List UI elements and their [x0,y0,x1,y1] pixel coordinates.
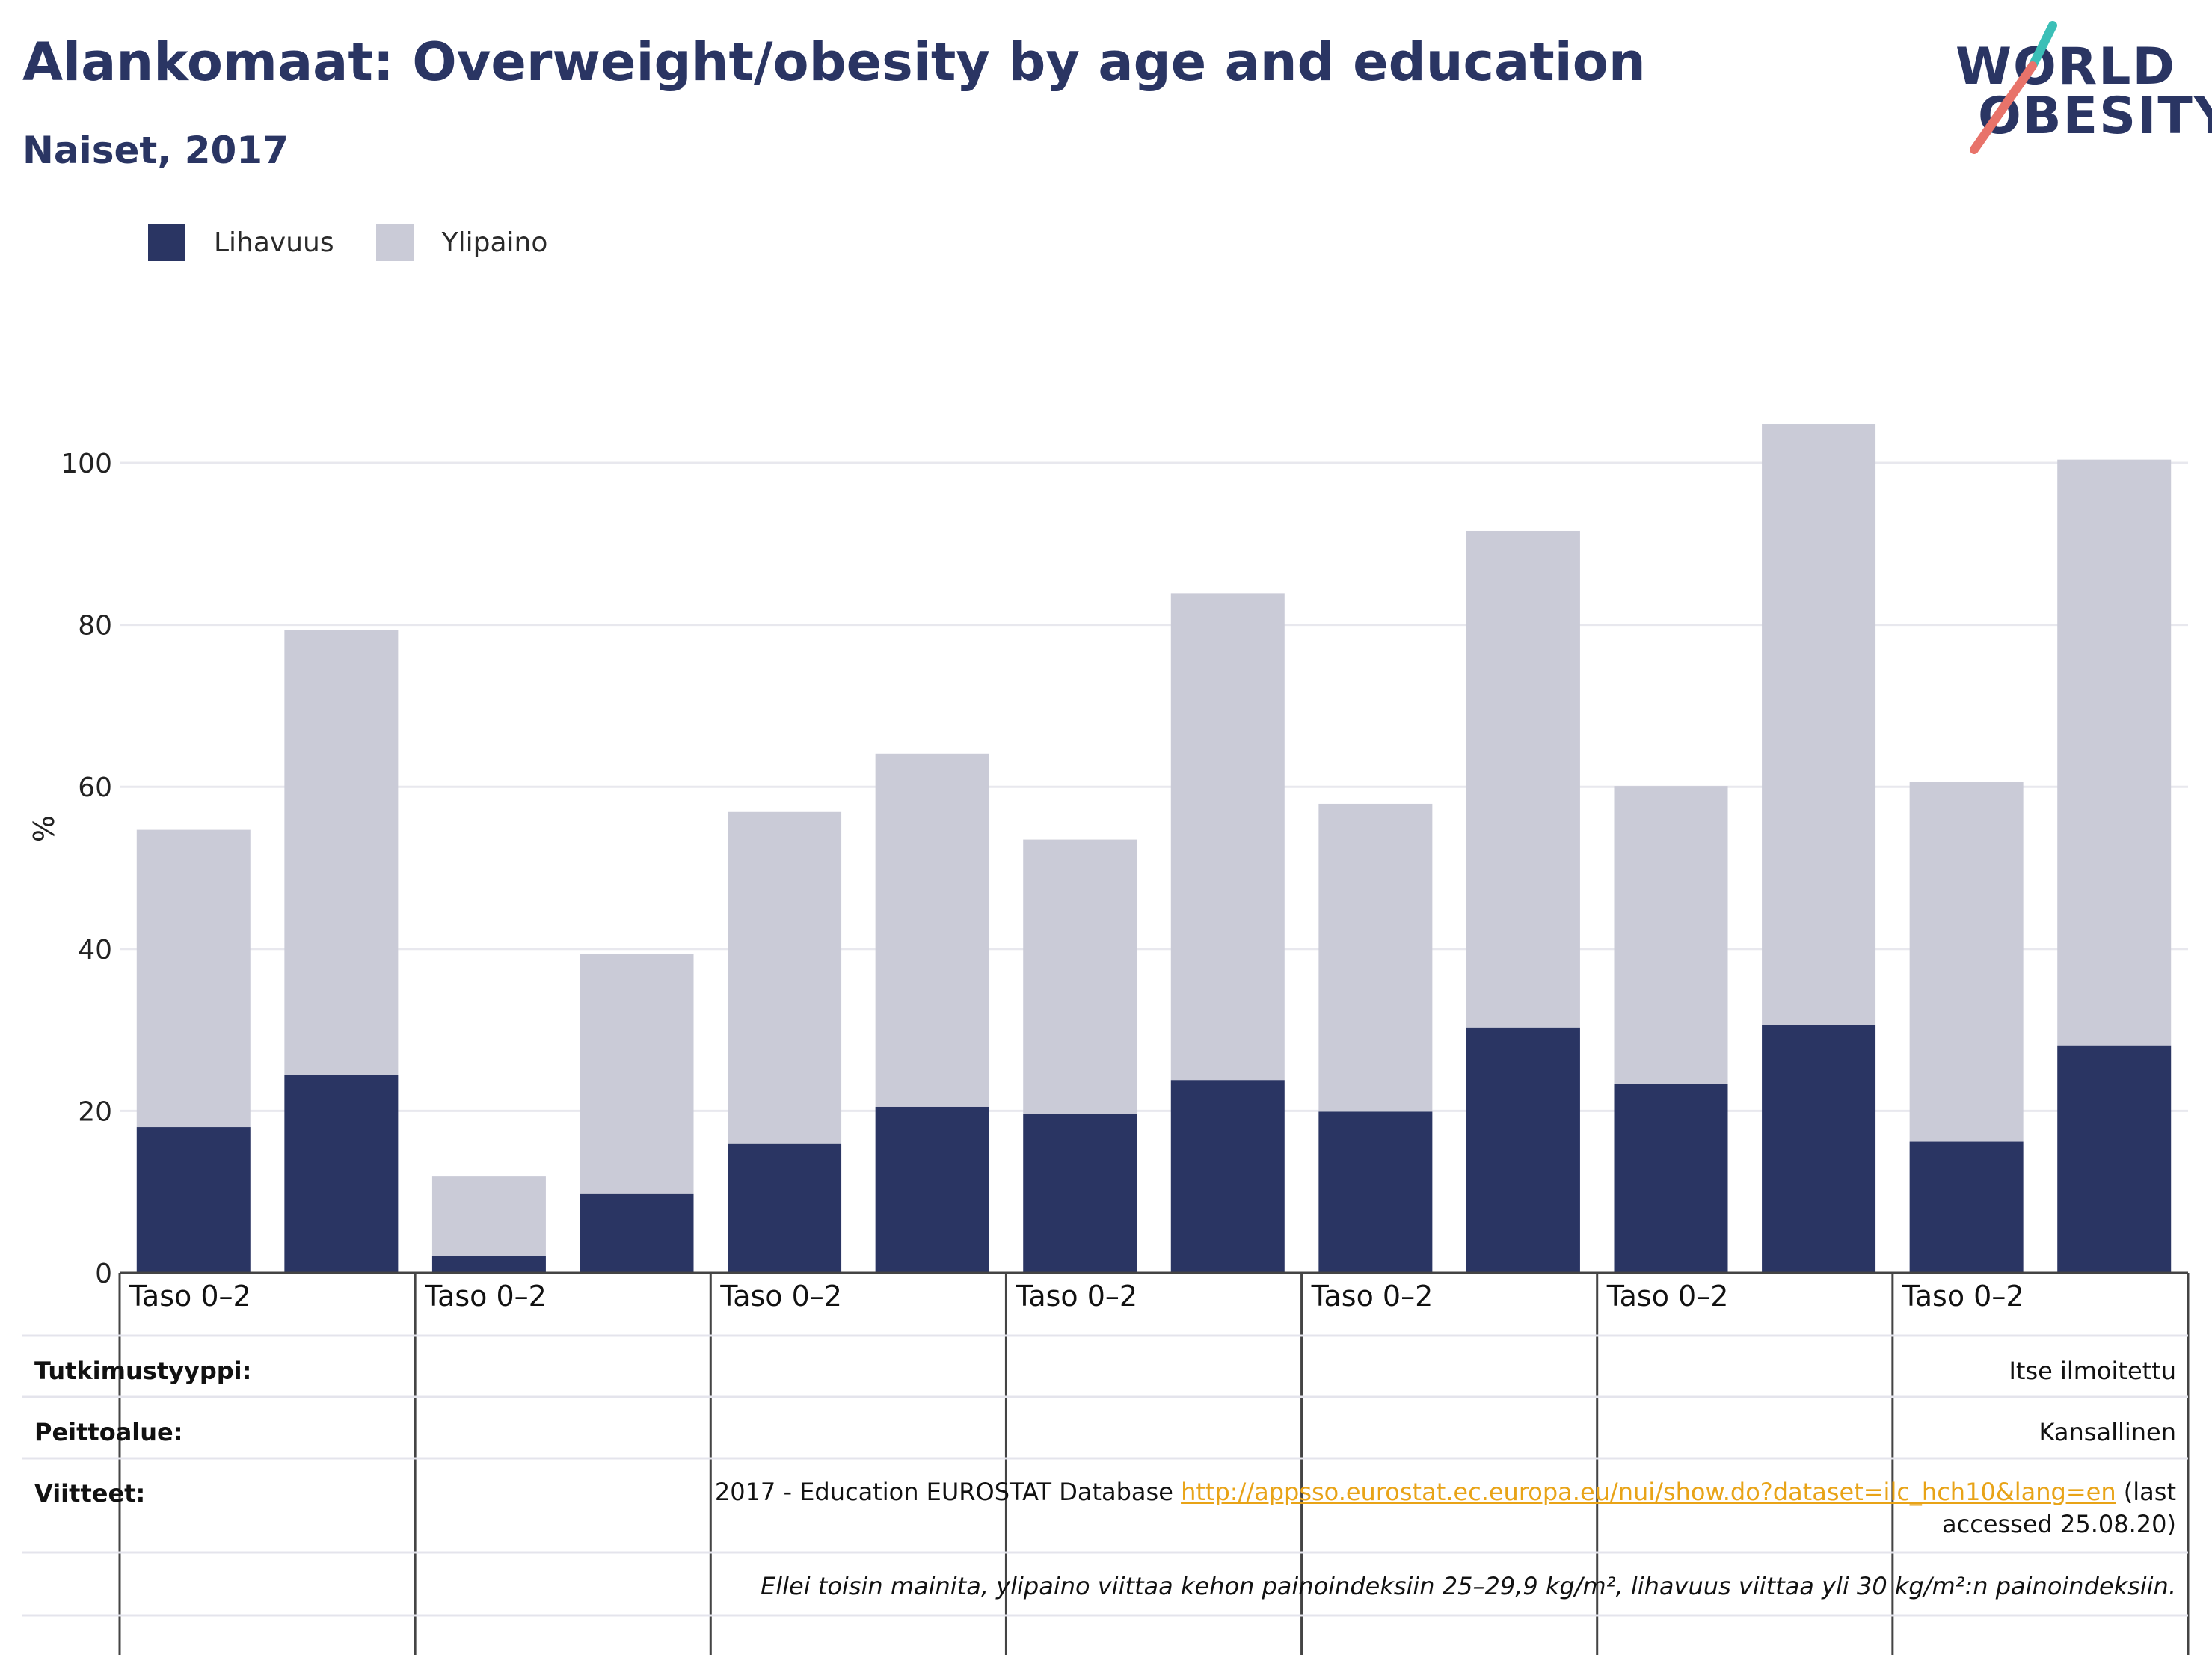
logo-line-obesity: OBESITY [1978,87,2212,146]
legend-swatch-obesity [148,224,185,261]
chart-legend: Lihavuus Ylipaino [148,221,589,263]
y-tick-label-40: 40 [78,935,112,965]
y-tick-label-80: 80 [78,611,112,642]
x-group-label-1: Taso 0–2 [129,1280,251,1312]
bar-obesity-3 [431,1256,546,1273]
legend-item-overweight: Ylipaino [375,224,548,261]
legend-label-obesity: Lihavuus [214,227,334,258]
coverage-label: Peittoalue: [34,1418,183,1446]
bar-overweight-3 [431,1176,546,1256]
logo-line-world: WORLD [1956,37,2176,96]
reference-text: 2017 - Education EUROSTAT Database http:… [606,1476,2176,1541]
bar-obesity-5 [728,1143,842,1273]
y-tick-label-100: 100 [61,449,112,479]
bar-overweight-14 [2057,459,2172,1046]
y-axis-title: % [28,815,61,842]
x-group-label-6: Taso 0–2 [1606,1280,1729,1312]
x-group-label-5: Taso 0–2 [1311,1280,1434,1312]
bar-obesity-8 [1170,1080,1285,1273]
bar-obesity-9 [1318,1111,1433,1273]
y-tick-label-20: 20 [78,1096,112,1127]
y-tick-label-60: 60 [78,773,112,803]
chart-subtitle: Naiset, 2017 [22,129,289,172]
bar-overweight-7 [1023,839,1137,1114]
bar-overweight-8 [1170,593,1285,1081]
chart-title: Alankomaat: Overweight/obesity by age an… [22,31,1646,93]
bar-overweight-12 [1762,424,1876,1025]
bar-obesity-1 [136,1127,251,1273]
bar-obesity-4 [580,1193,694,1273]
y-tick-label-0: 0 [95,1259,112,1289]
bar-overweight-13 [1909,782,2024,1142]
reference-source: 2017 - Education EUROSTAT Database [714,1478,1173,1506]
legend-item-obesity: Lihavuus [148,224,334,261]
world-obesity-logo: WORLD OBESITY [1944,21,2212,163]
bar-overweight-10 [1466,530,1580,1028]
bmi-note: Ellei toisin mainita, ylipaino viittaa k… [761,1572,2176,1600]
coverage-value: Kansallinen [2039,1418,2176,1446]
bar-overweight-2 [284,630,399,1075]
bar-obesity-10 [1466,1027,1580,1273]
bar-overweight-11 [1614,786,1728,1084]
references-label: Viitteet: [34,1479,146,1508]
bar-overweight-1 [136,829,251,1128]
bar-obesity-11 [1614,1084,1728,1273]
study-type-value: Itse ilmoitettu [2009,1357,2176,1385]
bar-overweight-4 [580,954,694,1194]
reference-link[interactable]: http://appsso.eurostat.ec.europa.eu/nui/… [1181,1478,2116,1506]
reference-accessed: (last accessed 25.08.20) [1942,1478,2176,1538]
x-group-label-3: Taso 0–2 [719,1280,842,1312]
bar-overweight-6 [875,753,989,1107]
bar-obesity-7 [1023,1114,1137,1273]
study-type-label: Tutkimustyyppi: [34,1357,252,1385]
logo-slash-icon [1970,21,2057,154]
bar-overweight-5 [728,811,842,1144]
bar-obesity-2 [284,1075,399,1273]
bar-obesity-6 [875,1106,989,1273]
bar-obesity-12 [1762,1025,1876,1273]
legend-swatch-overweight [375,224,414,261]
x-group-label-2: Taso 0–2 [424,1280,547,1312]
bar-obesity-13 [1909,1141,2024,1273]
x-group-label-4: Taso 0–2 [1015,1280,1137,1312]
bar-obesity-14 [2057,1045,2172,1273]
bar-overweight-9 [1318,803,1433,1112]
legend-label-overweight: Ylipaino [441,227,548,258]
x-group-label-7: Taso 0–2 [1902,1280,2024,1312]
